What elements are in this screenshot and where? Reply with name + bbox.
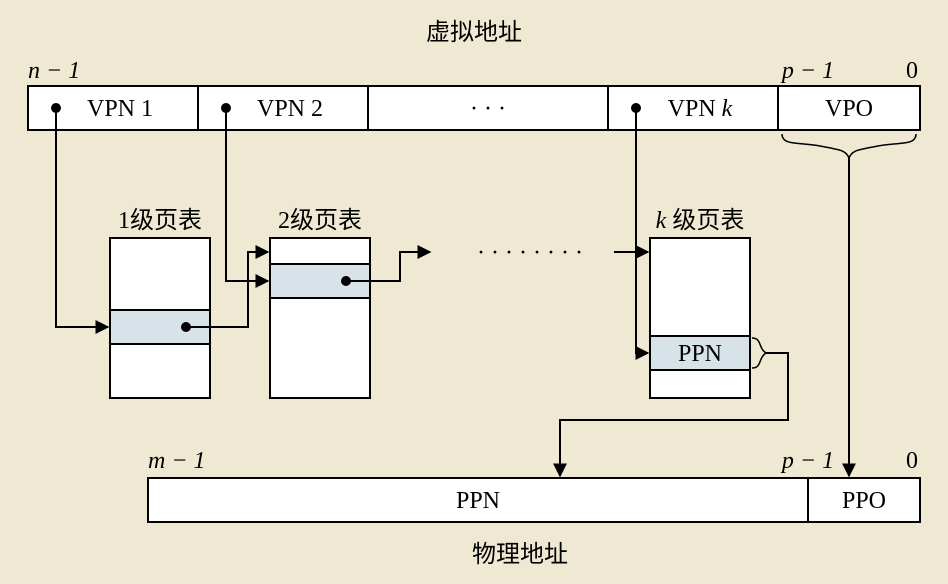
ptk-entry-label: PPN xyxy=(678,341,722,367)
vpn1-label: VPN 1 xyxy=(87,96,153,122)
vpnk-label: VPN k xyxy=(668,96,733,122)
bit-label-p-1-bot: p − 1 xyxy=(780,448,834,474)
page-table-2 xyxy=(270,238,370,398)
ptk-title: k 级页表 xyxy=(656,207,745,234)
vpn-dots: · · · xyxy=(470,96,506,122)
bit-label-0-bot: 0 xyxy=(906,448,918,474)
pt1-title: 1级页表 xyxy=(118,207,202,234)
bit-label-p-1-top: p − 1 xyxy=(780,58,834,84)
bit-label-0-top: 0 xyxy=(906,58,918,84)
virtual-address-title: 虚拟地址 xyxy=(426,19,522,46)
vpn2-label: VPN 2 xyxy=(257,96,323,122)
bit-label-m-1: m − 1 xyxy=(148,448,206,474)
bit-label-n-1: n − 1 xyxy=(28,58,80,84)
ppn-label: PPN xyxy=(456,488,500,514)
page-table-1 xyxy=(110,238,210,398)
pt2-title: 2级页表 xyxy=(278,207,362,234)
page-table-k: PPN xyxy=(650,238,750,398)
tables-dots: · · · · · · · · xyxy=(477,240,583,266)
vpo-label: VPO xyxy=(825,96,873,122)
physical-address-title: 物理地址 xyxy=(472,541,568,568)
physical-address xyxy=(148,478,920,522)
ppo-label: PPO xyxy=(842,488,886,514)
